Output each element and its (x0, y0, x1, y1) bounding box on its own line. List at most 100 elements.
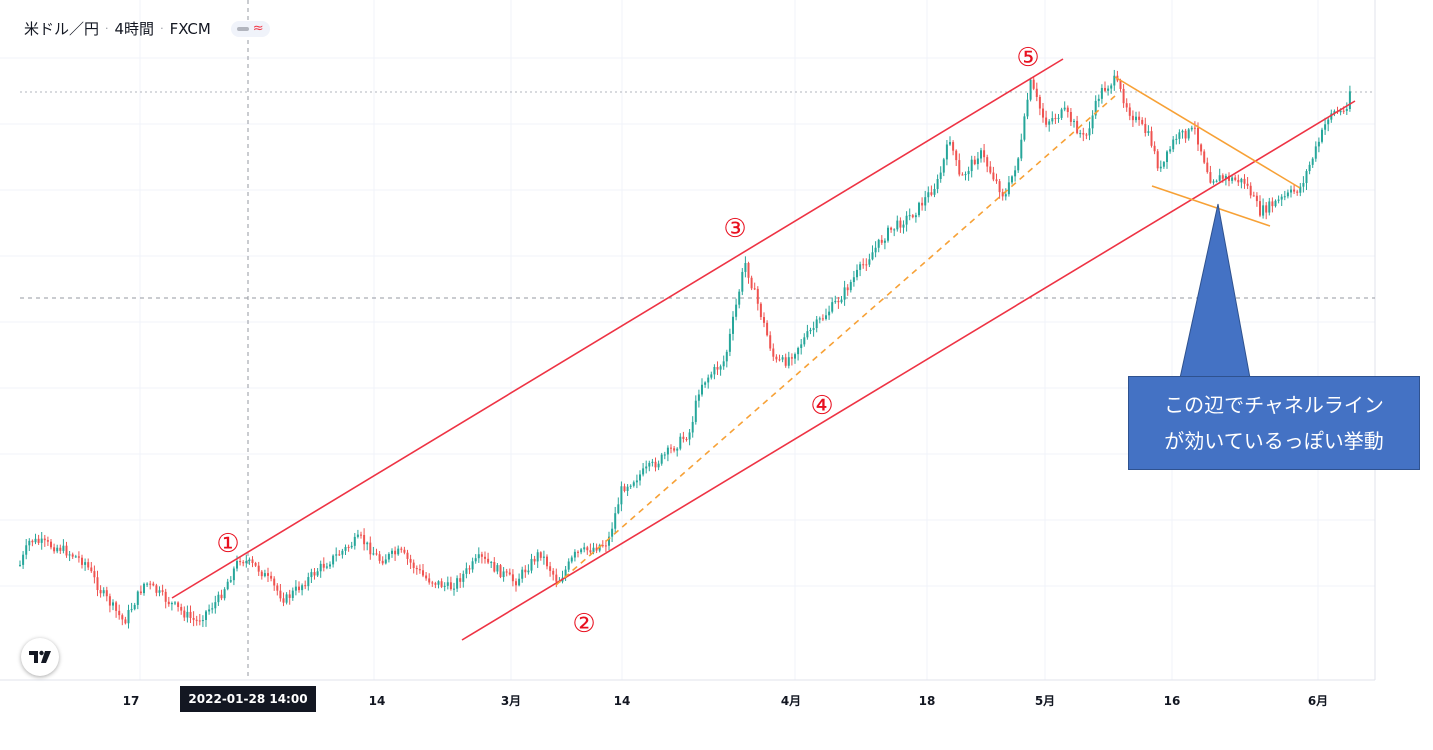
candle-body (518, 578, 521, 586)
candle-body (769, 335, 772, 349)
candle-body (955, 150, 958, 161)
candle-body (815, 319, 818, 329)
candle-body (710, 374, 713, 378)
candle-body (812, 328, 815, 330)
candle-body (267, 573, 269, 576)
candle-body (1314, 146, 1317, 159)
candle-body (325, 566, 328, 568)
candle-body (459, 578, 462, 582)
candle-body (1097, 98, 1100, 101)
candle-body (1327, 119, 1330, 125)
candle-body (1128, 107, 1131, 116)
candle-body (1178, 132, 1181, 139)
candle-body (229, 580, 232, 582)
candle-body (409, 558, 412, 563)
grid-lines (0, 0, 1376, 681)
candle-body (1197, 127, 1199, 145)
candle-body (177, 602, 180, 607)
candle-body (924, 197, 927, 206)
candle-body (298, 586, 300, 591)
upper-channel-line (171, 58, 1064, 599)
candle-body (19, 564, 21, 566)
candle-body (40, 538, 43, 543)
candle-body (366, 542, 369, 545)
candle-body (273, 578, 276, 586)
candle-body (282, 598, 285, 603)
candle-body (567, 561, 570, 570)
candle-body (1110, 85, 1113, 89)
candle-body (1020, 139, 1023, 159)
candle-body (1159, 166, 1162, 169)
candle-body (254, 563, 257, 566)
candle-body (1200, 144, 1203, 152)
candle-body (642, 468, 645, 475)
candle-body (945, 144, 948, 160)
candle-body (375, 553, 378, 555)
candle-body (1085, 134, 1088, 136)
candle-body (412, 562, 415, 568)
candle-body (794, 354, 796, 359)
candle-body (639, 474, 641, 481)
candle-body (1274, 200, 1277, 207)
data-source: FXCM (169, 19, 211, 38)
candle-body (973, 159, 976, 165)
candle-body (71, 554, 74, 557)
candle-body (936, 178, 939, 189)
candle-body (112, 602, 114, 606)
candle-body (1122, 88, 1125, 104)
candle-body (139, 591, 142, 594)
candle-body (961, 174, 964, 176)
candle-body (759, 303, 762, 318)
candle-body (201, 619, 204, 622)
interval-label[interactable]: 4時間 (114, 20, 155, 38)
candle-body (682, 436, 685, 439)
candle-body (580, 549, 583, 553)
candle-body (422, 570, 424, 576)
candle-body (809, 329, 812, 332)
candle-body (1342, 110, 1345, 112)
candle-body (849, 282, 852, 291)
candle-body (1011, 176, 1013, 183)
candle-body (307, 577, 310, 587)
candle-body (970, 159, 973, 172)
candle-body (484, 556, 486, 559)
candle-body (834, 300, 837, 303)
candle-body (456, 578, 459, 589)
candle-body (446, 582, 449, 586)
candle-body (983, 150, 986, 158)
tradingview-logo-icon[interactable] (21, 638, 59, 676)
candle-body (434, 583, 437, 585)
candle-body (56, 547, 59, 552)
candle-body (369, 542, 372, 555)
candle-body (763, 317, 765, 323)
candle-body (735, 304, 738, 317)
candle-body (887, 227, 889, 241)
candle-body (108, 596, 111, 606)
symbol-name[interactable]: 米ドル／円 (24, 20, 100, 38)
candle-body (1259, 201, 1261, 216)
indicator-status-pill[interactable]: ≈ (230, 20, 270, 37)
candle-body (1280, 196, 1283, 200)
approx-wave-icon: ≈ (252, 20, 264, 36)
candle-body (43, 538, 46, 541)
candle-body (670, 447, 672, 449)
candle-body (301, 585, 304, 591)
candle-body (68, 554, 71, 556)
candle-body (800, 344, 803, 349)
candle-body (415, 567, 418, 570)
candle-body (952, 142, 955, 151)
candle-body (852, 277, 855, 283)
candle-body (744, 263, 747, 272)
candle-body (1243, 178, 1246, 184)
candle-body (685, 438, 688, 440)
candle-body (1004, 194, 1007, 197)
candle-body (1060, 109, 1063, 118)
candle-body (480, 554, 483, 557)
candle-body (220, 594, 223, 599)
candle-body (868, 259, 871, 265)
candle-body (344, 546, 347, 551)
candle-body (877, 239, 880, 248)
candle-body (1262, 205, 1265, 216)
candle-body (96, 577, 99, 591)
